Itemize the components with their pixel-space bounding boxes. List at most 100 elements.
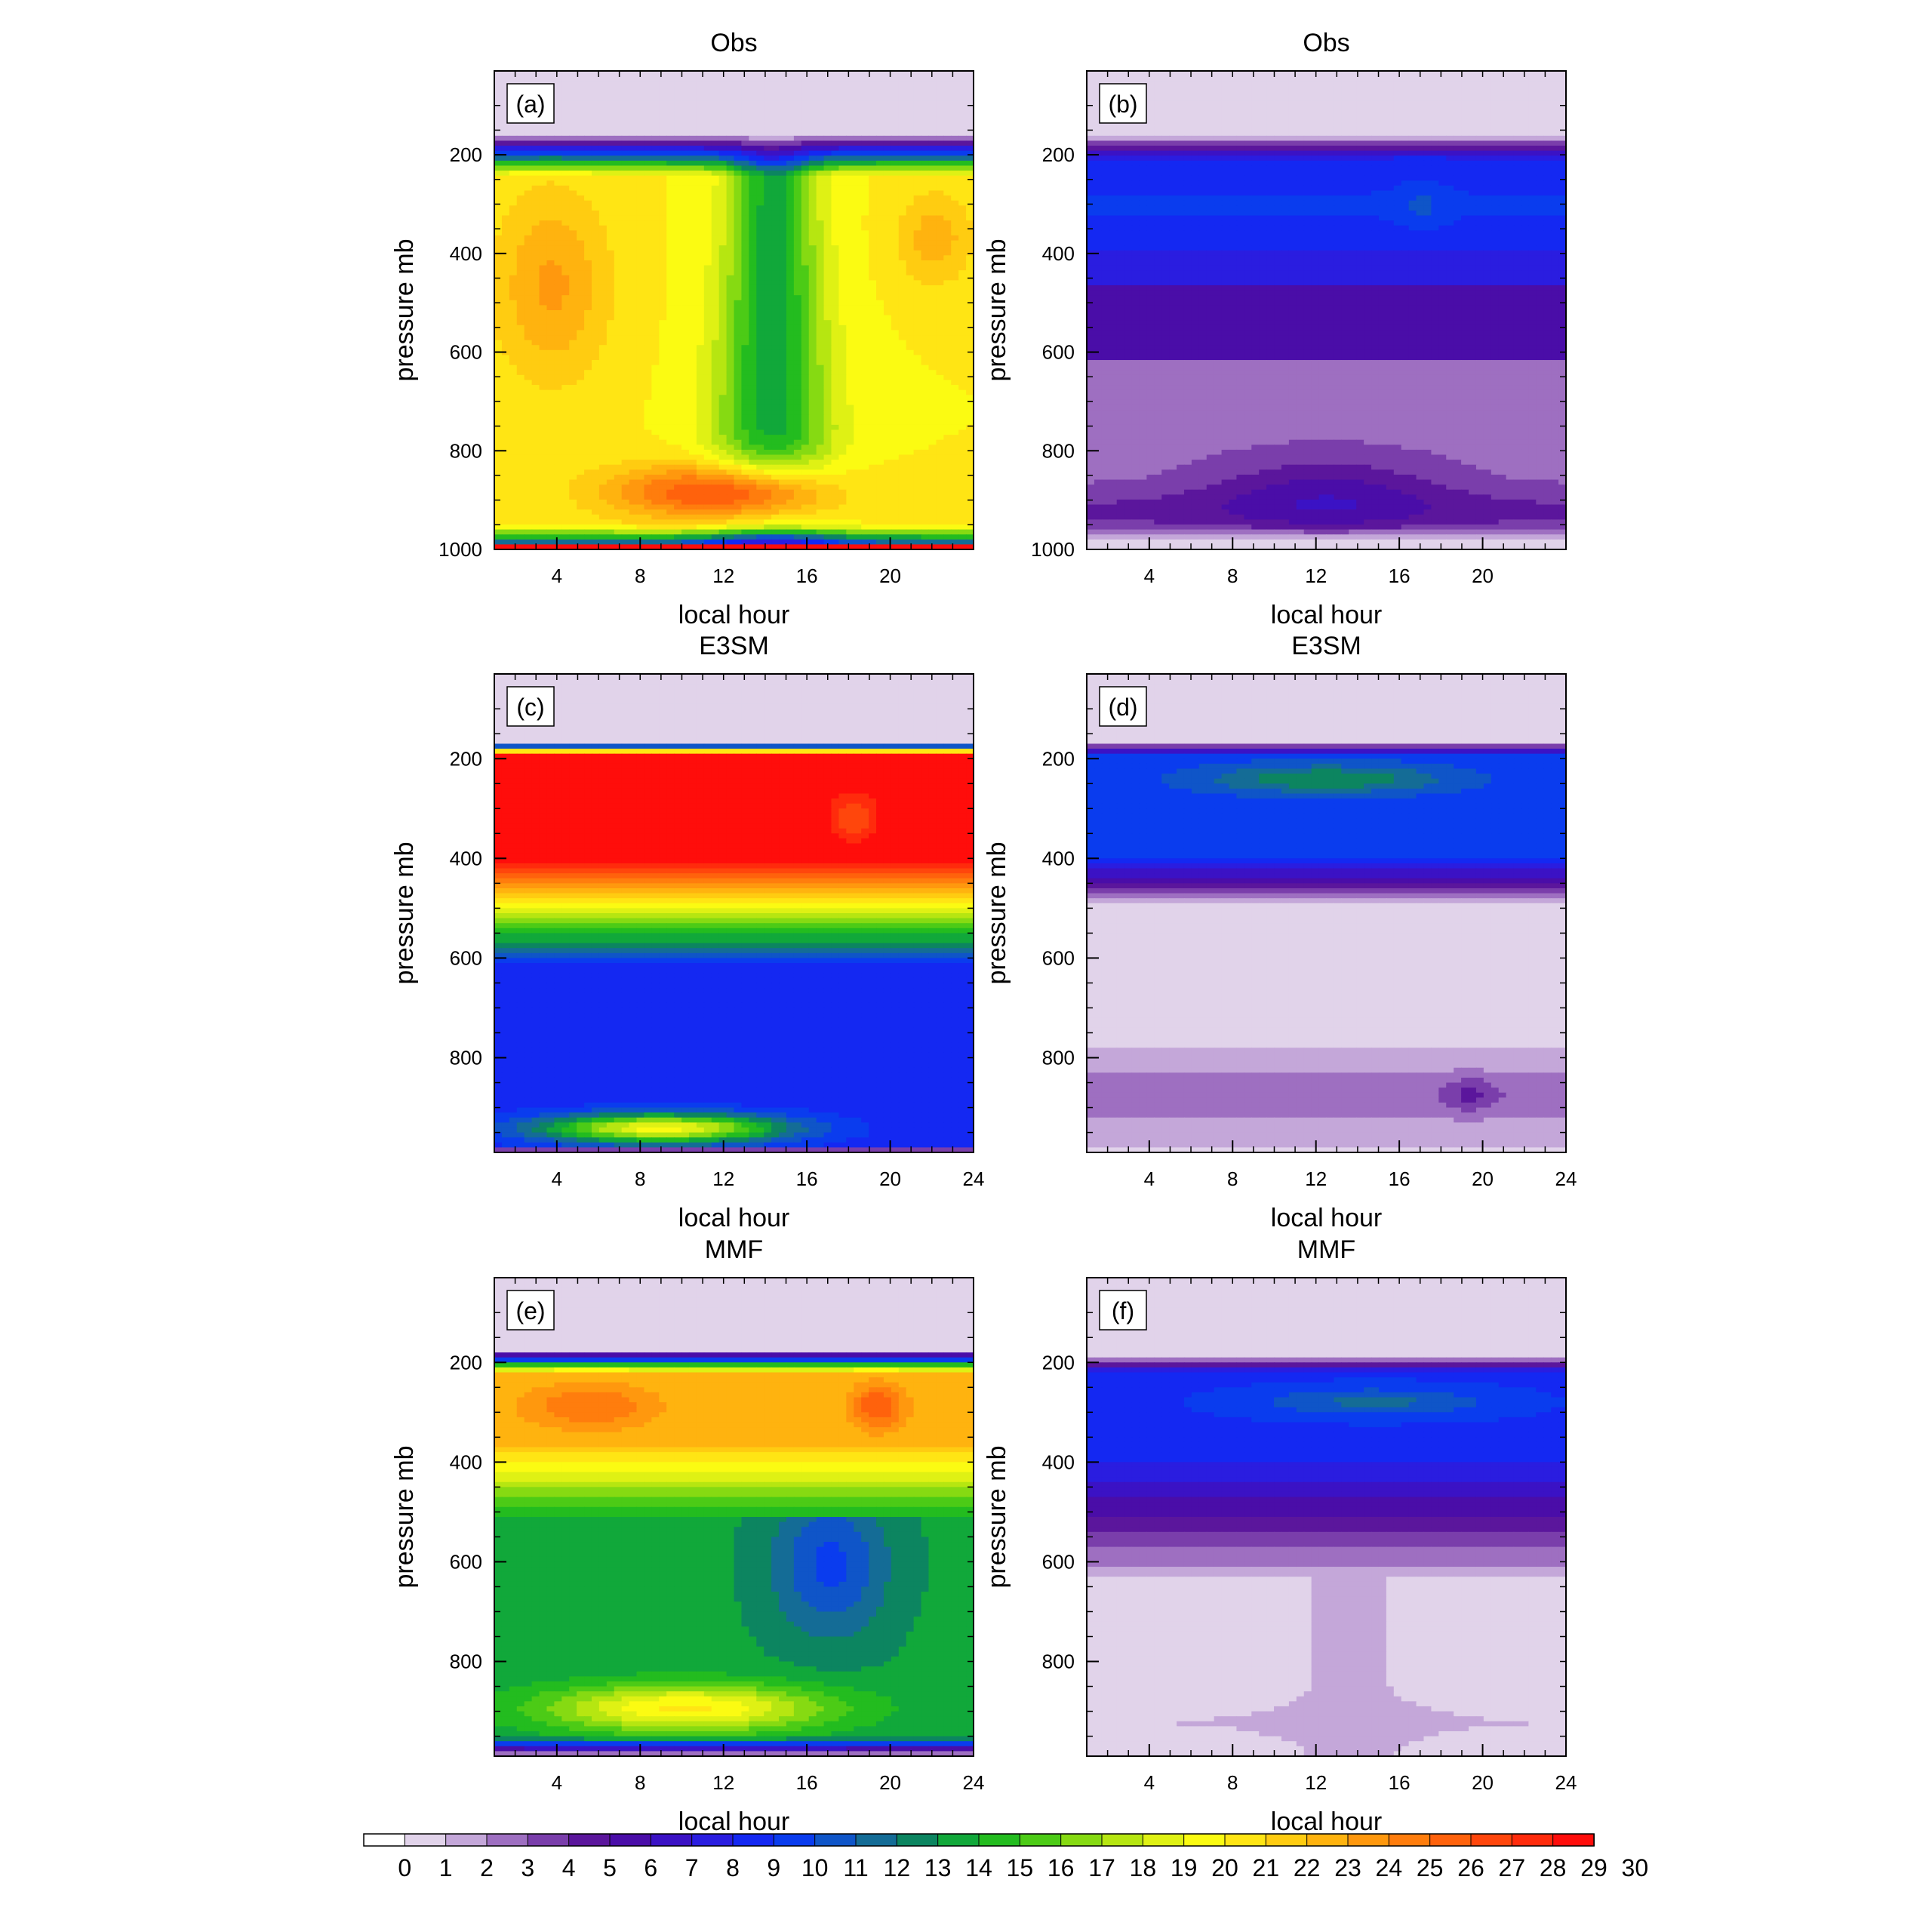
heat-cell — [591, 230, 600, 236]
heat-cell — [718, 340, 728, 346]
heat-cell — [688, 75, 697, 82]
heat-cell — [861, 410, 869, 416]
heat-cell — [764, 454, 772, 460]
heat-cell — [906, 81, 915, 87]
heat-cell — [801, 255, 810, 261]
heat-cell — [898, 424, 907, 431]
heat-cell — [703, 424, 712, 431]
heat-cell — [674, 355, 682, 361]
heat-cell — [771, 315, 780, 321]
heat-cell — [606, 85, 615, 92]
heat-cell — [943, 91, 952, 97]
heat-cell — [577, 295, 585, 301]
heat-cell — [823, 380, 832, 386]
heat-cell — [883, 349, 892, 356]
heat-cell — [524, 355, 533, 361]
heat-cell — [816, 215, 825, 221]
heat-cell — [779, 100, 787, 106]
heat-cell — [846, 245, 854, 251]
heat-cell — [546, 290, 555, 296]
heat-cell — [883, 295, 892, 301]
heat-cell — [966, 414, 974, 420]
heat-cell — [718, 171, 728, 177]
heat-cell — [816, 355, 825, 361]
heat-cell — [554, 405, 562, 411]
heat-cell — [606, 380, 615, 386]
heat-cell — [928, 190, 937, 196]
heat-cell — [876, 71, 884, 77]
heat-cell — [674, 290, 682, 296]
heat-cell — [561, 429, 570, 435]
heat-cell — [561, 121, 570, 127]
heat-cell — [951, 165, 959, 171]
heat-cell — [913, 290, 922, 296]
heat-cell — [516, 410, 525, 416]
heat-cell — [764, 200, 772, 206]
heat-cell — [531, 230, 540, 236]
heat-cell — [801, 265, 810, 271]
heat-cell — [808, 410, 817, 416]
heat-cell — [951, 255, 959, 261]
heat-cell — [906, 345, 915, 351]
heat-cell — [951, 250, 959, 256]
heat-cell — [688, 365, 697, 371]
heat-cell — [936, 185, 944, 192]
heat-cell — [629, 270, 638, 276]
heat-cell — [861, 131, 869, 137]
heat-cell — [764, 100, 772, 106]
heat-cell — [494, 435, 503, 441]
heat-cell — [831, 395, 839, 401]
heat-cell — [854, 320, 862, 326]
heat-cell — [501, 399, 510, 406]
heat-cell — [577, 410, 585, 416]
heat-cell — [614, 325, 623, 331]
heat-cell — [561, 439, 570, 445]
heat-cell — [764, 330, 772, 336]
heat-cell — [606, 75, 615, 82]
heat-cell — [906, 185, 915, 192]
heat-cell — [764, 175, 772, 181]
heat-cell — [674, 135, 682, 142]
heat-cell — [816, 220, 825, 226]
heat-cell — [838, 135, 847, 142]
heat-cell — [703, 81, 712, 87]
heat-cell — [831, 81, 839, 87]
heat-cell — [696, 405, 705, 411]
heat-cell — [696, 454, 705, 460]
heat-cell — [958, 85, 967, 92]
heat-cell — [614, 275, 623, 281]
heat-cell — [621, 315, 630, 321]
heat-cell — [921, 365, 930, 371]
heat-cell — [651, 355, 660, 361]
heat-cell — [936, 439, 944, 445]
heat-cell — [891, 300, 900, 306]
heat-cell — [651, 146, 660, 152]
heat-cell — [516, 345, 525, 351]
heat-cell — [943, 265, 952, 271]
heat-cell — [921, 429, 930, 435]
heat-cell — [688, 335, 697, 341]
heat-cell — [531, 190, 540, 196]
heat-cell — [958, 150, 967, 156]
heat-cell — [554, 75, 562, 82]
heat-cell — [494, 140, 503, 146]
heat-cell — [854, 81, 862, 87]
heat-cell — [854, 225, 862, 231]
heat-cell — [823, 355, 832, 361]
heat-cell — [561, 340, 570, 346]
heat-cell — [509, 225, 518, 231]
heat-cell — [898, 315, 907, 321]
heat-cell — [891, 395, 900, 401]
heat-cell — [591, 190, 600, 196]
heat-cell — [771, 75, 780, 82]
heat-cell — [808, 185, 817, 192]
heat-cell — [569, 85, 577, 92]
heat-cell — [674, 399, 682, 406]
heat-cell — [898, 71, 907, 77]
heat-cell — [764, 240, 772, 246]
heat-cell — [764, 414, 772, 420]
heat-cell — [749, 195, 757, 202]
heat-cell — [808, 374, 817, 381]
heat-cell — [958, 155, 967, 162]
